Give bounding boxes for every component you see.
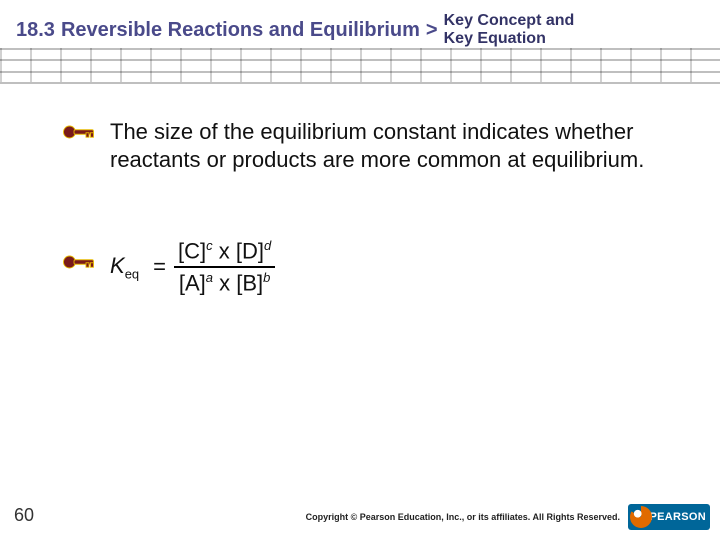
logo-swoosh-icon <box>630 506 652 528</box>
keq-symbol: Keq <box>110 253 139 281</box>
chevron-icon: > <box>426 19 438 42</box>
slide-header: 18.3 Reversible Reactions and Equilibriu… <box>0 0 720 60</box>
slide: 18.3 Reversible Reactions and Equilibriu… <box>0 0 720 540</box>
key-icon <box>62 122 98 142</box>
equilibrium-equation: Keq = [C]c x [D]d [A]a x [B]b <box>110 236 275 299</box>
copyright-text: Copyright © Pearson Education, Inc., or … <box>306 512 620 522</box>
keq-letter: K <box>110 253 125 278</box>
body-paragraph: The size of the equilibrium constant ind… <box>110 118 670 173</box>
section-title: Reversible Reactions and Equilibrium <box>61 19 420 42</box>
fraction-numerator: [C]c x [D]d <box>174 236 275 266</box>
subtitle-line2: Key Equation <box>444 30 546 47</box>
logo-text: PEARSON <box>650 511 707 523</box>
page-number: 60 <box>14 505 34 526</box>
pearson-logo: PEARSON <box>628 504 710 530</box>
subtitle-line1: Key Concept and <box>444 12 575 29</box>
keq-subscript: eq <box>125 267 139 282</box>
fraction-denominator: [A]a x [B]b <box>175 268 275 298</box>
section-number: 18.3 <box>16 19 55 42</box>
key-icon <box>62 252 98 272</box>
header-subtitle: Key Concept and Key Equation <box>444 12 575 49</box>
fraction: [C]c x [D]d [A]a x [B]b <box>174 236 275 299</box>
equals-sign: = <box>153 254 166 280</box>
